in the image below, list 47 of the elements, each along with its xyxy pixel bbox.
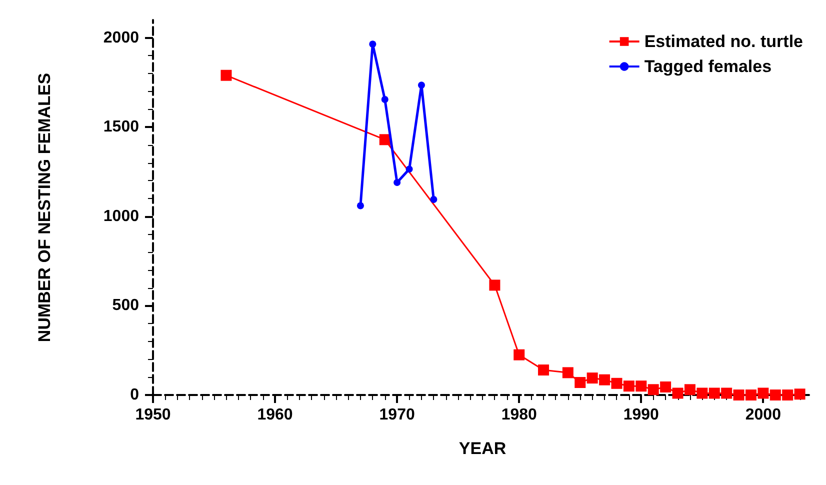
- x-tick-label: 2000: [745, 406, 782, 424]
- point: [379, 134, 390, 146]
- point: [394, 179, 401, 186]
- x-tick-label: 1970: [379, 406, 415, 424]
- point: [696, 388, 708, 399]
- point: [708, 388, 720, 399]
- point: [430, 196, 438, 203]
- x-tick-label: 1960: [257, 406, 293, 424]
- point: [758, 388, 769, 399]
- y-tick-label: 0: [130, 386, 140, 404]
- y-tick-label: 2000: [103, 29, 140, 46]
- point: [782, 390, 794, 400]
- x-tick-label: 1990: [623, 406, 660, 424]
- point: [770, 390, 781, 400]
- point: [745, 390, 756, 400]
- point: [611, 378, 622, 389]
- y-tick-label: 1000: [103, 208, 140, 225]
- point: [562, 367, 574, 378]
- point: [794, 388, 806, 400]
- point: [489, 280, 500, 291]
- point: [220, 70, 232, 81]
- y-axis-title: NUMBER OF NESTING FEMALES: [35, 72, 54, 342]
- point: [406, 166, 413, 173]
- point: [369, 40, 376, 48]
- point: [623, 380, 634, 392]
- point: [599, 374, 610, 386]
- point: [684, 384, 696, 396]
- point: [514, 349, 525, 360]
- point: [356, 202, 364, 210]
- legend-label: Estimated no. turtle: [644, 32, 803, 51]
- point: [586, 372, 598, 384]
- point: [574, 377, 586, 388]
- point: [381, 96, 388, 103]
- y-tick-label: 1500: [103, 118, 140, 136]
- point: [660, 381, 672, 392]
- point: [648, 384, 659, 396]
- point: [721, 388, 732, 399]
- legend-label: Tagged females: [644, 57, 772, 76]
- point: [636, 380, 647, 392]
- point: [672, 388, 684, 399]
- x-tick-label: 1950: [135, 406, 171, 424]
- point: [538, 364, 550, 376]
- point: [733, 390, 744, 400]
- point: [418, 82, 425, 89]
- x-tick-label: 1980: [501, 406, 538, 424]
- x-axis-title: YEAR: [458, 439, 506, 458]
- y-tick-label: 500: [112, 297, 140, 314]
